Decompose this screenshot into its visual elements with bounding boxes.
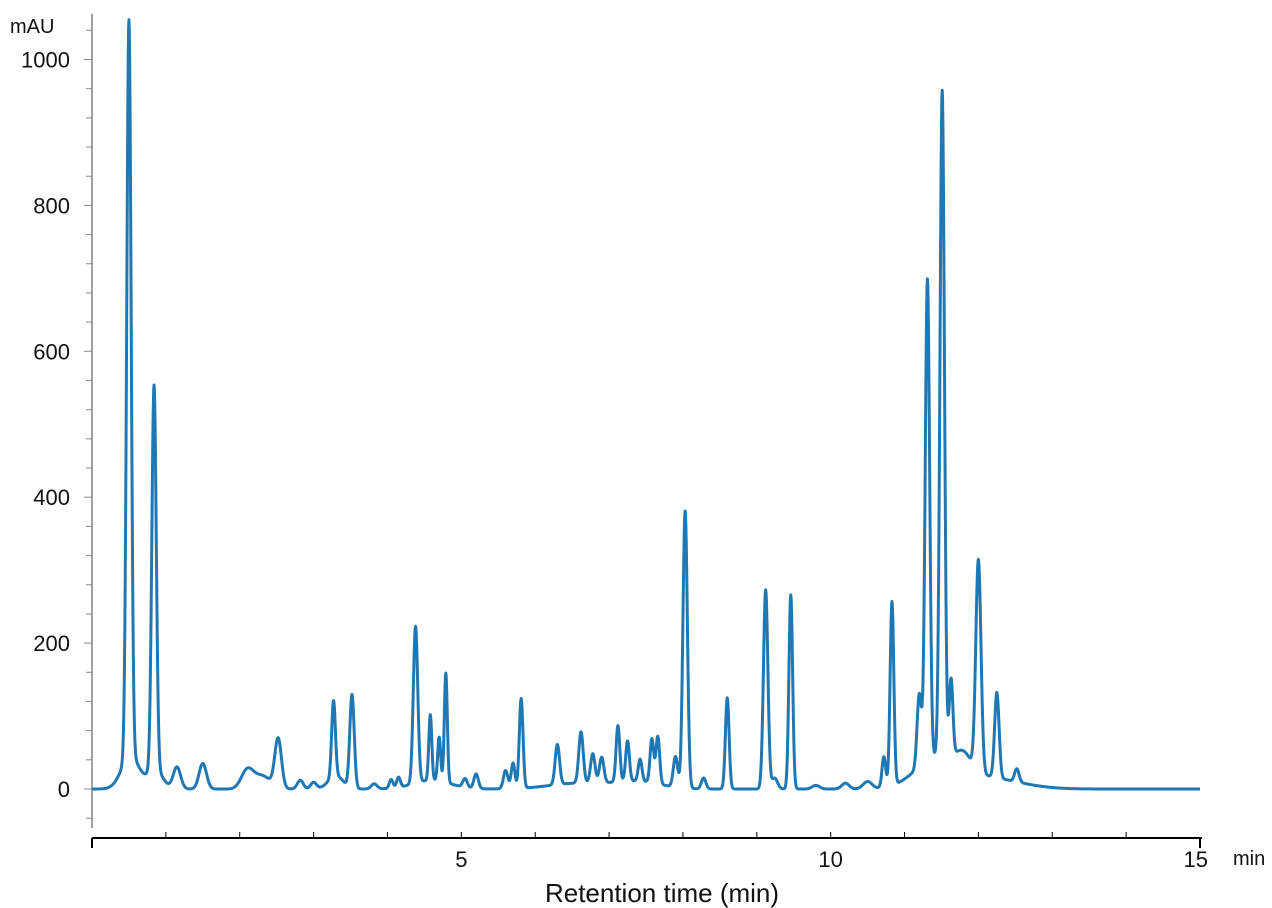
y-unit-label: mAU — [10, 16, 54, 38]
y-tick-label: 200 — [33, 631, 70, 656]
y-axis: mAU 0 200 400 600 800 1000 — [10, 14, 93, 828]
x-unit-label: min — [1233, 848, 1265, 870]
series-layer — [90, 18, 1202, 791]
x-tick-label: 10 — [818, 847, 842, 872]
x-axis: 5 10 15 min Retention time (min) — [91, 832, 1265, 908]
x-tick-label: 15 — [1184, 847, 1208, 872]
y-tick-label: 1000 — [21, 48, 70, 73]
y-tick-label: 800 — [33, 193, 70, 218]
x-axis-title: Retention time (min) — [545, 878, 779, 908]
y-tick-label: 400 — [33, 485, 70, 510]
y-tick-group: 0 200 400 600 800 1000 — [21, 29, 92, 819]
chromatogram-trace — [90, 18, 1202, 791]
x-tick-label: 5 — [455, 847, 467, 872]
x-tick-group: 5 10 15 — [91, 832, 1208, 872]
y-tick-label: 0 — [58, 777, 70, 802]
y-tick-label: 600 — [33, 339, 70, 364]
